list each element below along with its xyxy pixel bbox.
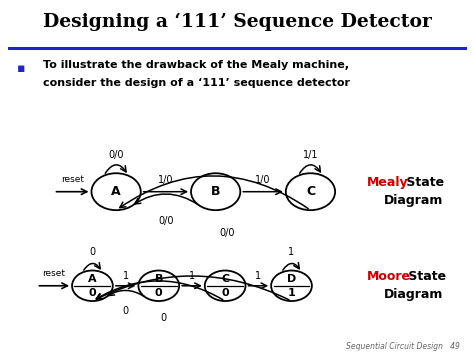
Text: 1: 1 [289, 247, 294, 257]
Text: B: B [155, 274, 163, 284]
Text: 0/0: 0/0 [220, 228, 235, 237]
Text: 0: 0 [90, 247, 95, 257]
Text: Diagram: Diagram [384, 288, 443, 301]
Text: Diagram: Diagram [384, 194, 443, 207]
Text: Sequential Circuit Design   49: Sequential Circuit Design 49 [346, 342, 460, 351]
Text: B: B [211, 185, 220, 198]
Text: 0: 0 [221, 288, 229, 297]
Text: 1/0: 1/0 [255, 175, 271, 185]
Text: 1: 1 [189, 271, 195, 281]
Text: Mealy: Mealy [367, 176, 409, 189]
Text: A: A [88, 274, 97, 284]
Text: ▪: ▪ [17, 62, 25, 75]
Text: A: A [111, 185, 121, 198]
Text: 0: 0 [123, 306, 128, 316]
Text: 1/0: 1/0 [158, 175, 173, 185]
Text: consider the design of a ‘111’ sequence detector: consider the design of a ‘111’ sequence … [43, 78, 350, 88]
Text: D: D [287, 274, 296, 284]
Text: Moore: Moore [367, 271, 411, 283]
Text: State: State [402, 176, 444, 189]
Text: To illustrate the drawback of the Mealy machine,: To illustrate the drawback of the Mealy … [43, 60, 349, 70]
Text: 1: 1 [255, 271, 261, 281]
Text: reset: reset [43, 269, 65, 278]
Text: State: State [404, 271, 447, 283]
Text: 0: 0 [155, 288, 163, 297]
Text: 1: 1 [288, 288, 295, 297]
Text: 0/0: 0/0 [158, 216, 173, 226]
Text: C: C [306, 185, 315, 198]
Text: Designing a ‘111’ Sequence Detector: Designing a ‘111’ Sequence Detector [43, 12, 431, 31]
Text: 0: 0 [161, 313, 166, 323]
Text: 1: 1 [123, 271, 128, 281]
Text: 1/1: 1/1 [303, 150, 318, 160]
Text: 0: 0 [89, 288, 96, 297]
Text: C: C [221, 274, 229, 284]
Text: reset: reset [61, 175, 84, 184]
Text: 0/0: 0/0 [109, 150, 124, 160]
